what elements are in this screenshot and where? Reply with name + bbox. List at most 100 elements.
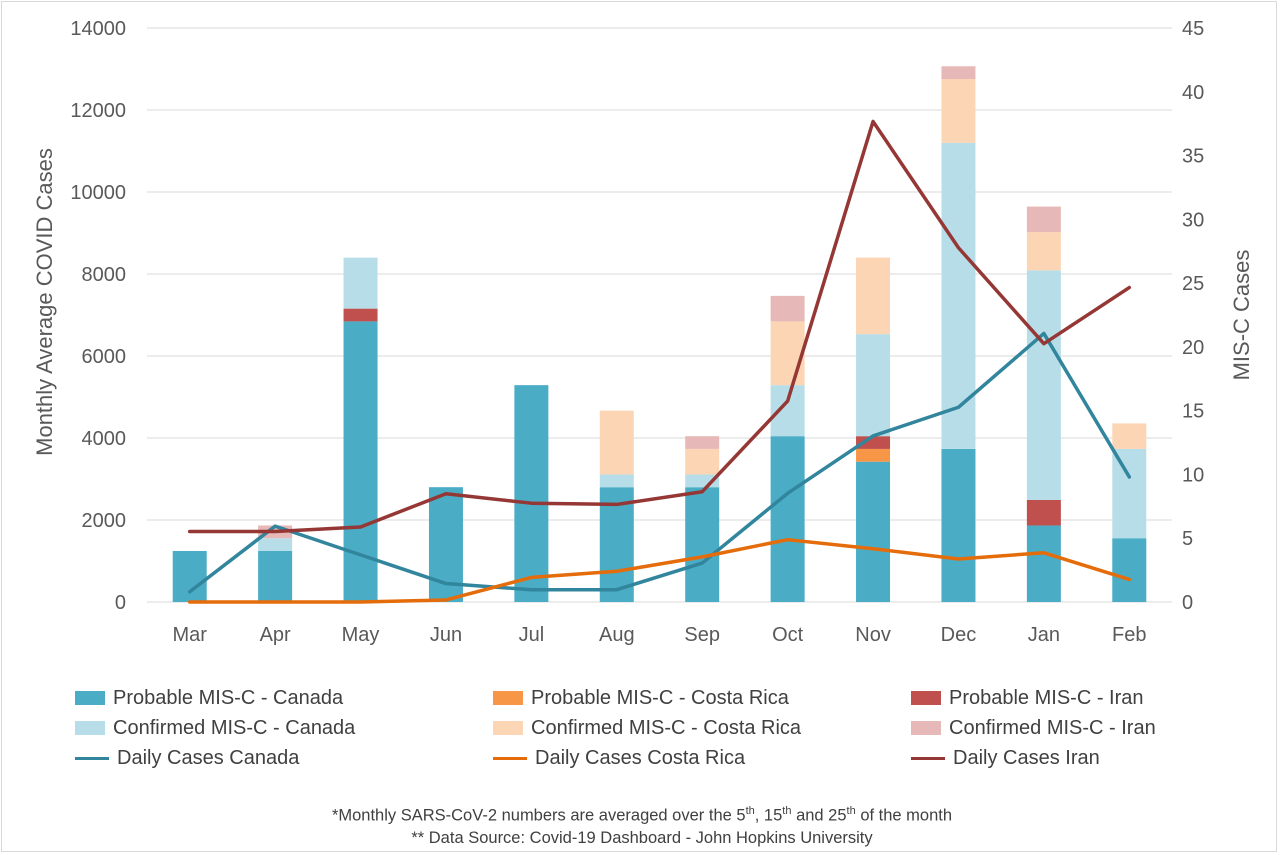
legend-line-swatch — [493, 756, 527, 760]
bar-segment — [856, 334, 891, 437]
footnote-text: , 15 — [754, 806, 783, 825]
x-tick-label: Sep — [684, 624, 720, 646]
bar-segment — [770, 321, 805, 386]
footnote-data-source: ** Data Source: Covid-19 Dashboard - Joh… — [2, 829, 1280, 848]
bar-segment — [685, 487, 720, 602]
legend-label: Confirmed MIS-C - Costa Rica — [531, 716, 802, 739]
legend-swatch — [75, 691, 105, 705]
bar-segment — [1112, 423, 1147, 449]
x-tick-label: Oct — [772, 624, 804, 646]
y-tick-label: 8000 — [82, 264, 127, 286]
y-tick-label: 14000 — [70, 18, 126, 40]
y2-tick-label: 40 — [1182, 82, 1204, 104]
bar-segment — [1112, 538, 1147, 602]
legend-line-swatch — [911, 756, 945, 760]
bar-segment — [856, 448, 891, 462]
legend-item-daily-costa-rica: Daily Cases Costa Rica — [493, 745, 745, 771]
y-tick-label: 2000 — [82, 510, 127, 532]
bar-segment — [599, 487, 634, 602]
x-tick-label: Jun — [430, 624, 462, 646]
legend-label: Confirmed MIS-C - Canada — [113, 716, 356, 739]
bar-segment — [770, 436, 805, 602]
bar-segment — [770, 295, 805, 322]
series-line — [187, 537, 1132, 604]
bar-segment — [172, 550, 207, 602]
y2-tick-label: 45 — [1182, 18, 1204, 40]
x-tick-label: Nov — [855, 624, 891, 646]
footnote-sup: th — [782, 805, 792, 817]
x-tick-label: May — [342, 624, 380, 646]
y2-tick-label: 30 — [1182, 209, 1204, 231]
bar-segment — [941, 66, 976, 80]
chart-legend: Probable MIS-C - Canada Probable MIS-C -… — [2, 2, 1280, 769]
y2-tick-label: 15 — [1182, 401, 1204, 423]
y-tick-label: 6000 — [82, 346, 127, 368]
footnote-averaging: *Monthly SARS-CoV-2 numbers are averaged… — [2, 805, 1280, 826]
footnote-sup: th — [745, 805, 755, 817]
footnote-text: of the month — [855, 806, 953, 825]
legend-swatch — [493, 721, 523, 735]
series-line — [187, 331, 1132, 594]
y-tick-label: 0 — [115, 592, 126, 614]
legend-label: Daily Cases Canada — [117, 746, 300, 769]
bar-segment — [1112, 448, 1147, 539]
legend-label: Daily Cases Costa Rica — [535, 746, 746, 769]
y2-tick-label: 0 — [1182, 592, 1193, 614]
bar-segment — [856, 461, 891, 602]
x-tick-label: Apr — [260, 624, 291, 646]
bar-segment — [343, 308, 378, 322]
legend-item-probable-costa-rica: Probable MIS-C - Costa Rica — [493, 685, 789, 711]
bar-segment — [1026, 232, 1061, 271]
legend-swatch — [911, 721, 941, 735]
y-tick-label: 12000 — [70, 100, 126, 122]
legend-label: Daily Cases Iran — [953, 746, 1100, 769]
bar-segment — [1026, 270, 1061, 500]
x-tick-label: Dec — [941, 624, 977, 646]
y-tick-label: 10000 — [70, 182, 126, 204]
bar-segment — [856, 257, 891, 335]
legend-swatch — [75, 721, 105, 735]
x-tick-label: Aug — [599, 624, 635, 646]
bar-segment — [258, 550, 293, 602]
legend-line-swatch — [75, 756, 109, 760]
y2-tick-label: 20 — [1182, 337, 1204, 359]
bar-segment — [258, 538, 293, 551]
bar-segment — [343, 257, 378, 309]
footnote-text: and 25 — [791, 806, 847, 825]
series-line — [187, 119, 1132, 534]
legend-item-daily-iran: Daily Cases Iran — [911, 745, 1100, 771]
legend-item-probable-iran: Probable MIS-C - Iran — [911, 685, 1144, 711]
y2-tick-label: 10 — [1182, 464, 1204, 486]
legend-item-confirmed-iran: Confirmed MIS-C - Iran — [911, 715, 1156, 741]
bar-segment — [941, 79, 976, 143]
bar-segment — [1026, 525, 1061, 602]
legend-label: Confirmed MIS-C - Iran — [949, 716, 1156, 739]
x-tick-label: Mar — [172, 624, 207, 646]
bar-segment — [514, 385, 549, 602]
bar-segment — [941, 142, 976, 449]
x-tick-label: Feb — [1112, 624, 1146, 646]
footnote-text: ** Data Source: Covid-19 Dashboard - Joh… — [411, 829, 873, 847]
bar-segment — [856, 436, 891, 449]
legend-item-confirmed-canada: Confirmed MIS-C - Canada — [75, 715, 355, 741]
y2-tick-label: 5 — [1182, 528, 1193, 550]
legend-swatch — [911, 691, 941, 705]
bar-segment — [599, 474, 634, 488]
y-tick-label: 4000 — [82, 428, 127, 450]
y-axis-title: Monthly Average COVID Cases — [32, 148, 57, 456]
bar-segment — [770, 385, 805, 437]
legend-label: Probable MIS-C - Iran — [949, 686, 1144, 709]
bar-segment — [685, 448, 720, 475]
legend-label: Probable MIS-C - Costa Rica — [531, 686, 789, 709]
footnote-text: *Monthly SARS-CoV-2 numbers are averaged… — [331, 806, 746, 825]
y2-tick-label: 35 — [1182, 146, 1204, 168]
legend-item-confirmed-costa-rica: Confirmed MIS-C - Costa Rica — [493, 715, 801, 741]
legend-item-probable-canada: Probable MIS-C - Canada — [75, 685, 343, 711]
legend-label: Probable MIS-C - Canada — [113, 686, 344, 709]
bar-segment — [941, 448, 976, 602]
y2-tick-label: 25 — [1182, 273, 1204, 295]
legend-swatch — [493, 691, 523, 705]
bar-segment — [599, 410, 634, 475]
